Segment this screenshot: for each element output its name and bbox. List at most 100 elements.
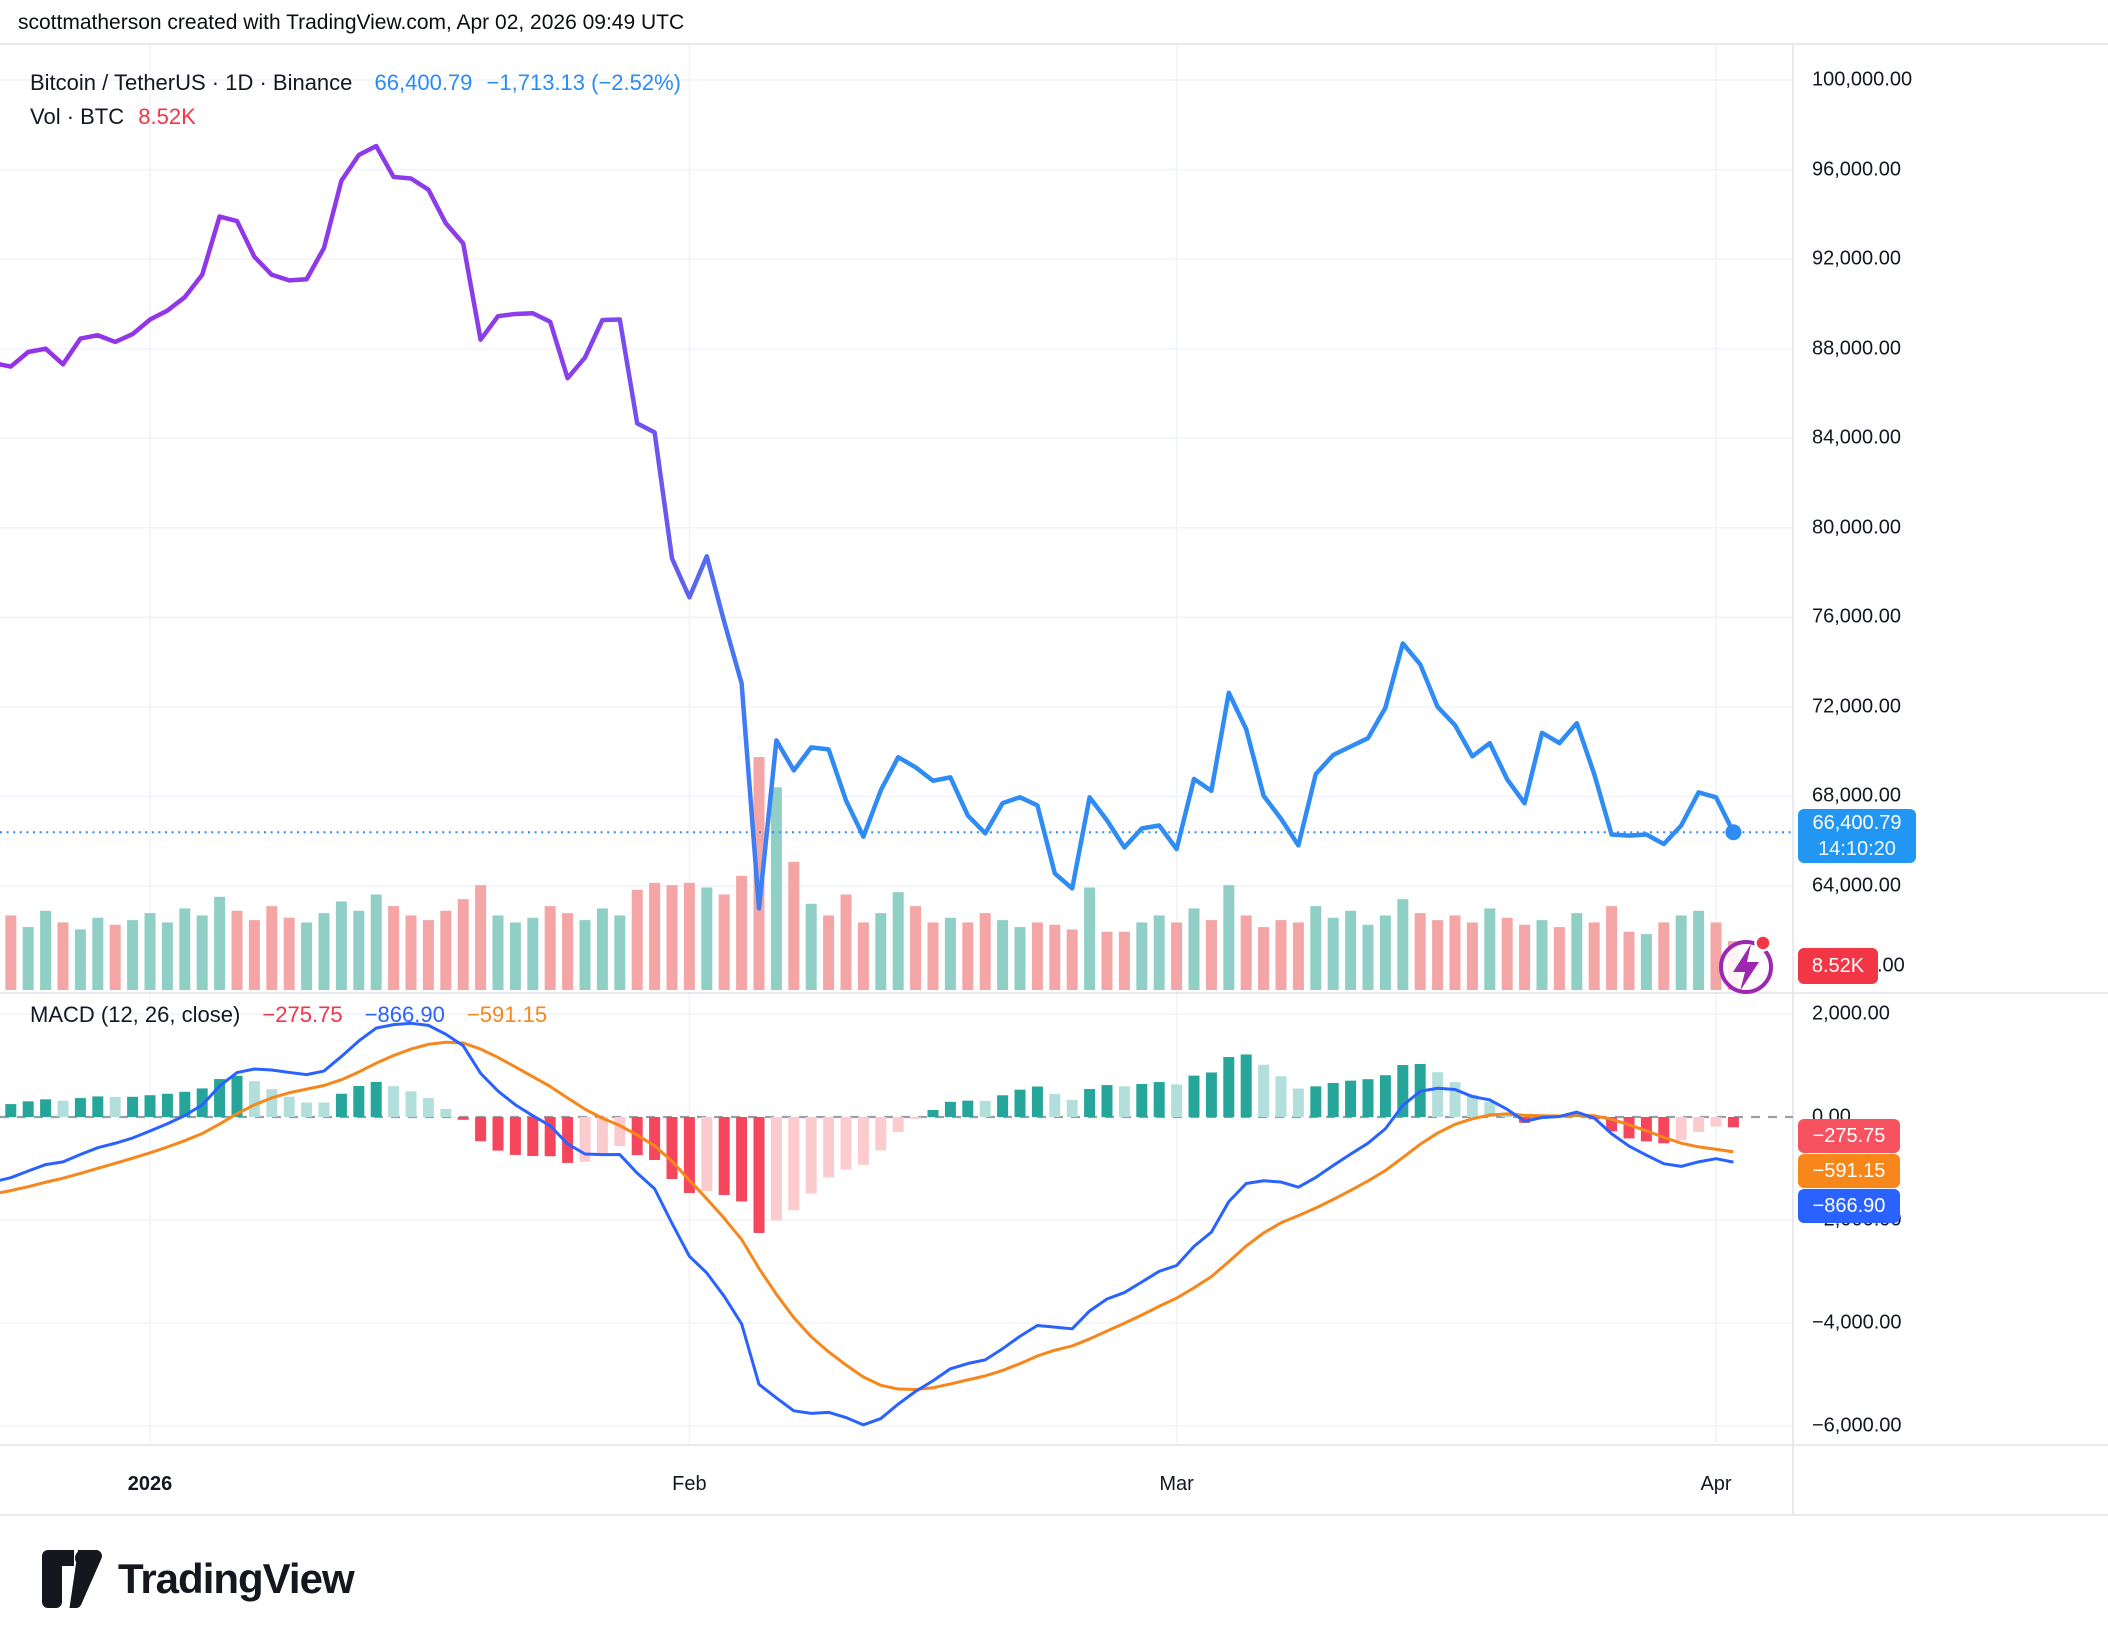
price-axis-label: 100,000.00	[1812, 68, 1913, 91]
volume-legend[interactable]: Vol · BTC 8.52K	[30, 104, 196, 130]
volume-bar	[509, 922, 521, 990]
symbol-legend[interactable]: Bitcoin / TetherUS · 1D · Binance 66,400…	[30, 70, 681, 96]
macd-histogram-bar	[1292, 1088, 1304, 1117]
macd-histogram-bar	[1710, 1117, 1722, 1127]
volume-bar	[1223, 885, 1235, 990]
volume-bar	[1640, 934, 1652, 990]
macd-histogram-bar	[1223, 1056, 1235, 1117]
volume-bar	[231, 910, 243, 990]
volume-legend-label: Vol · BTC	[30, 104, 125, 129]
macd-signal-chip-value: −591.15	[1812, 1159, 1886, 1182]
macd-histogram-bar	[1623, 1117, 1635, 1139]
macd-histogram-bar	[214, 1079, 226, 1117]
macd-line-value: −866.90	[364, 1002, 445, 1027]
price-axis-label: 72,000.00	[1812, 695, 1901, 718]
price-axis-label: 76,000.00	[1812, 605, 1901, 628]
tradingview-logo-text: TradingView	[118, 1555, 355, 1602]
volume-bar	[527, 917, 539, 990]
volume-bar	[997, 920, 1009, 990]
volume-bar	[370, 894, 382, 990]
macd-signal-value: −591.15	[466, 1002, 548, 1027]
flash-badge[interactable]	[1719, 934, 1773, 994]
volume-bar	[840, 894, 852, 990]
tradingview-logo[interactable]: TradingView	[40, 1550, 355, 1608]
macd-histogram-bar	[492, 1117, 504, 1151]
macd-histogram-bar	[1449, 1082, 1461, 1117]
macd-histogram-bar	[405, 1091, 417, 1117]
macd-histogram-bar	[1084, 1089, 1096, 1117]
volume-bar	[753, 757, 765, 990]
macd-histogram-bar	[1693, 1117, 1705, 1132]
macd-histogram-bar	[422, 1098, 434, 1117]
macd-histogram-bar	[1240, 1054, 1252, 1117]
volume-bar	[718, 894, 730, 990]
volume-bar	[857, 922, 869, 990]
volume-bar	[1414, 913, 1426, 990]
volume-bar	[1275, 920, 1287, 990]
volume-bar	[74, 929, 86, 990]
volume-bar	[1014, 927, 1026, 990]
macd-histogram-bar	[579, 1117, 591, 1162]
macd-histogram-bar	[927, 1109, 939, 1117]
macd-histogram-bar	[1066, 1099, 1078, 1117]
volume-bar	[1292, 922, 1304, 990]
volume-bar	[1501, 917, 1513, 990]
macd-histogram-bar	[562, 1117, 574, 1163]
macd-histogram-bar	[1171, 1084, 1183, 1117]
volume-bar	[1432, 920, 1444, 990]
volume-bar	[1362, 924, 1374, 990]
macd-histogram-bar	[1397, 1064, 1409, 1117]
macd-histogram-bar	[1188, 1075, 1200, 1117]
volume-bar	[823, 915, 835, 990]
macd-histogram-bar	[1466, 1094, 1478, 1117]
volume-bar	[979, 913, 991, 990]
volume-bar	[1379, 915, 1391, 990]
volume-bar	[1310, 906, 1322, 990]
macd-axis-label: −4,000.00	[1812, 1311, 1902, 1334]
macd-histogram-bar	[318, 1102, 330, 1117]
macd-signal-chip: −591.15	[1798, 1154, 1900, 1188]
volume-bar	[614, 915, 626, 990]
volume-bar	[631, 889, 643, 990]
macd-histogram-bar	[1310, 1086, 1322, 1117]
macd-pane	[0, 1021, 1793, 1427]
volume-bar	[910, 906, 922, 990]
price-axis-label: 68,000.00	[1812, 784, 1901, 807]
volume-bar	[1049, 924, 1061, 990]
volume-bar	[1588, 922, 1600, 990]
volume-bar	[788, 861, 800, 990]
countdown-timer: 14:10:20	[1818, 838, 1896, 860]
macd-histogram-bar	[1031, 1086, 1043, 1117]
macd-histogram-bar	[109, 1096, 121, 1117]
price-axis-label: 64,000.00	[1812, 874, 1901, 897]
macd-histogram-bar	[127, 1096, 139, 1117]
volume-bar	[544, 906, 556, 990]
macd-histogram-bar	[457, 1117, 469, 1120]
volume-bar	[1571, 913, 1583, 990]
volume-bar	[1066, 929, 1078, 990]
volume-bar	[266, 906, 278, 990]
volume-bar	[683, 882, 695, 990]
time-axis-label-mar: Mar	[1159, 1473, 1194, 1495]
macd-histogram-bar	[527, 1117, 539, 1156]
macd-histogram-bar	[509, 1117, 521, 1155]
volume-bar	[1345, 910, 1357, 990]
macd-histogram-bar	[944, 1101, 956, 1117]
macd-legend[interactable]: MACD (12, 26, close) −275.75 −866.90 −59…	[30, 1002, 547, 1028]
macd-histogram-bar	[301, 1102, 313, 1117]
macd-histogram-bar	[370, 1081, 382, 1117]
tradingview-logo-icon	[42, 1550, 102, 1608]
price-line	[0, 143, 1736, 911]
time-axis-label-feb: Feb	[672, 1473, 707, 1495]
volume-legend-value: 8.52K	[138, 104, 196, 129]
volume-bar	[562, 913, 574, 990]
last-price-dot	[1725, 824, 1742, 841]
macd-histogram-bar	[892, 1117, 904, 1133]
macd-main-line	[0, 1021, 1734, 1427]
price-axis-label: 96,000.00	[1812, 158, 1901, 181]
volume-bar	[875, 913, 887, 990]
macd-histogram-bar	[753, 1117, 765, 1233]
price-pane	[0, 143, 1793, 911]
